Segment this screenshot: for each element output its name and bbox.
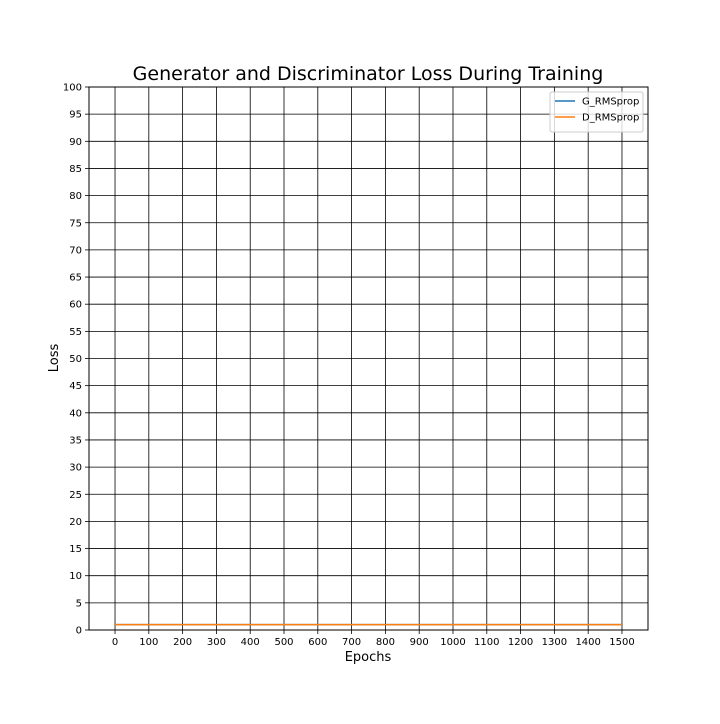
y-tick-label: 95 [69, 110, 82, 121]
y-tick-label: 65 [69, 273, 82, 284]
x-tick-label: 1200 [508, 637, 533, 648]
x-tick-label: 1400 [575, 637, 600, 648]
x-tick-label: 600 [308, 637, 327, 648]
y-tick-label: 45 [69, 381, 82, 392]
x-tick-label: 500 [274, 637, 293, 648]
y-tick-label: 85 [69, 164, 82, 175]
y-tick-label: 75 [69, 218, 82, 229]
legend: G_RMSprop D_RMSprop [549, 91, 644, 133]
x-tick-label: 900 [410, 637, 429, 648]
y-tick-label: 80 [69, 191, 82, 202]
x-tick-label: 100 [139, 637, 158, 648]
ticks: 0 100 200 300 400 500 600 700 800 900 1000 1100 1200… [63, 83, 635, 649]
x-tick-label: 1500 [609, 637, 634, 648]
y-tick-label: 100 [63, 83, 82, 94]
x-tick-label: 0 [112, 637, 118, 648]
legend-label: G_RMSprop [582, 97, 639, 108]
x-tick-label: 400 [241, 637, 260, 648]
x-tick-label: 700 [342, 637, 361, 648]
chart-title: Generator and Discriminator Loss During … [133, 63, 604, 85]
legend-box [549, 91, 644, 133]
x-tick-label: 1100 [474, 637, 499, 648]
y-tick-label: 70 [69, 245, 82, 256]
y-tick-label: 90 [69, 137, 82, 148]
y-axis-label: Loss [47, 344, 62, 373]
y-tick-label: 30 [69, 463, 82, 474]
y-tick-label: 5 [76, 598, 82, 609]
x-tick-label: 800 [376, 637, 395, 648]
x-tick-label: 1300 [542, 637, 567, 648]
y-tick-label: 40 [69, 408, 82, 419]
y-tick-label: 0 [76, 626, 82, 637]
grid [89, 86, 648, 631]
y-tick-label: 15 [69, 544, 82, 555]
y-tick-label: 60 [69, 300, 82, 311]
y-tick-label: 35 [69, 435, 82, 446]
x-tick-label: 1000 [440, 637, 465, 648]
x-axis-label: Epochs [345, 650, 392, 665]
x-tick-label: 300 [207, 637, 226, 648]
y-tick-label: 25 [69, 490, 82, 501]
y-tick-label: 50 [69, 354, 82, 365]
legend-label: D_RMSprop [582, 113, 639, 124]
y-tick-label: 20 [69, 517, 82, 528]
x-tick-label: 200 [173, 637, 192, 648]
y-tick-label: 10 [69, 571, 82, 582]
y-tick-label: 55 [69, 327, 82, 338]
